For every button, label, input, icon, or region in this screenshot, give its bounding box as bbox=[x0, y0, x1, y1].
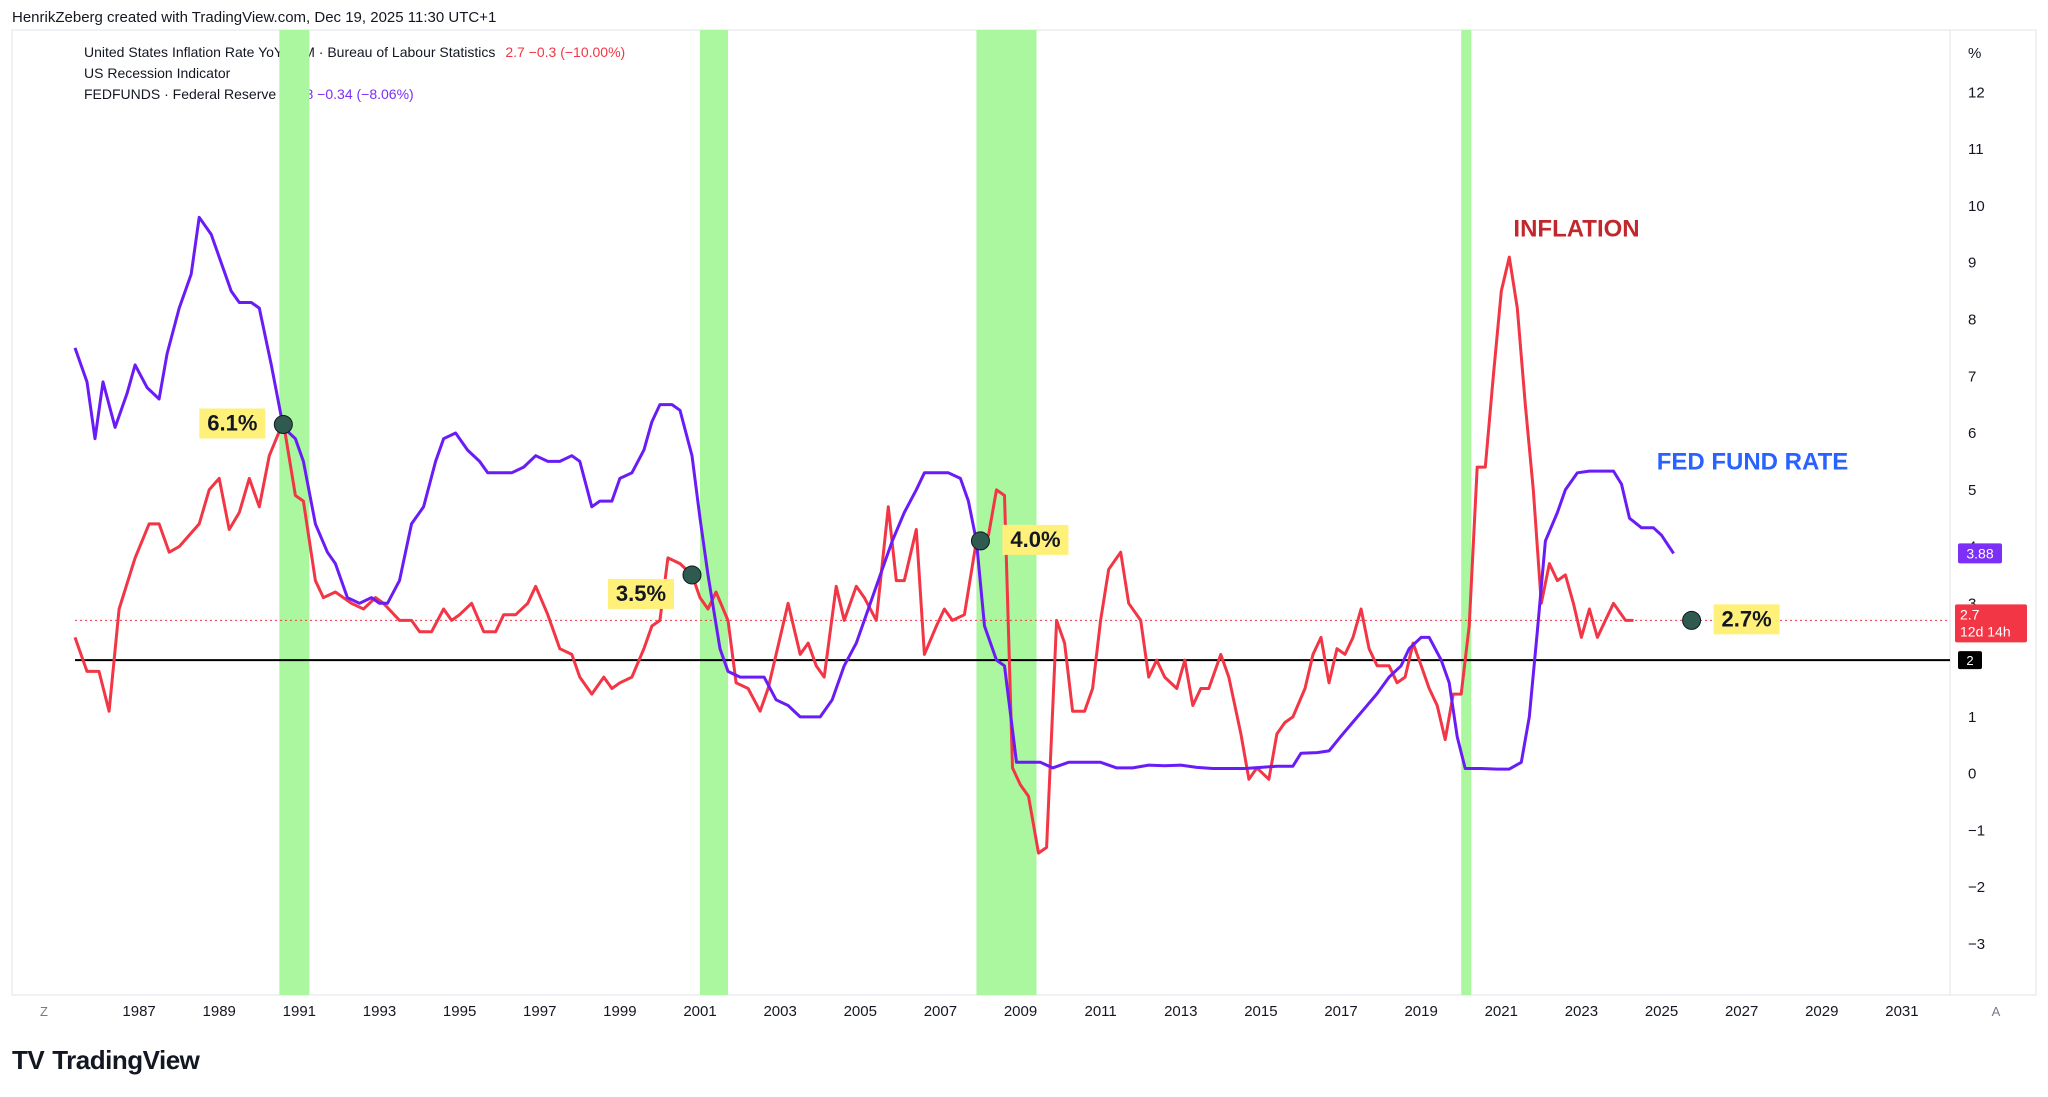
x-tick-label: 2015 bbox=[1244, 1003, 1277, 1020]
reference-line-badge bbox=[1958, 651, 1982, 670]
x-tick-label: 1997 bbox=[523, 1003, 556, 1020]
y-tick-label: 6 bbox=[1968, 425, 1976, 442]
x-tick-label: 2025 bbox=[1645, 1003, 1678, 1020]
legend-fedfunds-name: FEDFUNDS · Federal Reserve bbox=[84, 86, 277, 102]
legend-inflation-values: 2.7 −0.3 (−10.00%) bbox=[505, 44, 626, 60]
chart-canvas[interactable]: −3−2−10123456789101112%19871989199119931… bbox=[0, 0, 2048, 1040]
x-tick-label: 2003 bbox=[763, 1003, 796, 1020]
recession-band-1 bbox=[700, 30, 729, 995]
x-tick-label: 2031 bbox=[1885, 1003, 1918, 1020]
inflation-price-label: 2.7 bbox=[1960, 606, 1980, 622]
reference-line-label: 2 bbox=[1966, 653, 1973, 668]
recession-band-3 bbox=[1461, 30, 1472, 995]
annotation-label-bg bbox=[1713, 604, 1780, 635]
x-tick-label: 2007 bbox=[924, 1003, 957, 1020]
zoom-reset-button: Z bbox=[40, 1004, 48, 1019]
inflation-countdown-label: 12d 14h bbox=[1960, 623, 2011, 639]
x-tick-label: 2021 bbox=[1485, 1003, 1518, 1020]
fedfunds-price-label: 3.88 bbox=[1966, 545, 1993, 561]
x-tick-label: 2027 bbox=[1725, 1003, 1758, 1020]
inflation-price-badge bbox=[1955, 604, 2027, 643]
annotation-label: 6.1% bbox=[207, 411, 257, 436]
y-tick-label: 1 bbox=[1968, 709, 1976, 726]
annotation-label-bg bbox=[199, 408, 266, 439]
fedfunds-line bbox=[73, 215, 1675, 771]
legend-fedfunds-values: 3.88 −0.34 (−8.06%) bbox=[286, 86, 414, 102]
y-tick-label: 12 bbox=[1968, 84, 1985, 101]
x-tick-label: 1987 bbox=[122, 1003, 155, 1020]
x-tick-label: 2005 bbox=[844, 1003, 877, 1020]
annotation-marker bbox=[1682, 610, 1702, 630]
y-tick-label: 8 bbox=[1968, 312, 1976, 329]
legend-fedfunds[interactable]: FEDFUNDS · Federal Reserve 3.88 −0.34 (−… bbox=[84, 84, 625, 105]
x-tick-label: 2019 bbox=[1404, 1003, 1437, 1020]
legend-recession-name: US Recession Indicator bbox=[84, 65, 231, 81]
y-tick-label: 10 bbox=[1968, 198, 1985, 215]
x-tick-label: 1993 bbox=[363, 1003, 396, 1020]
annotation-label: 2.7% bbox=[1722, 606, 1772, 631]
annotation-marker bbox=[273, 415, 293, 435]
inflation-title-label: INFLATION bbox=[1513, 216, 1639, 243]
tradingview-logo-icon: TV bbox=[12, 1045, 45, 1075]
y-tick-label: 11 bbox=[1968, 141, 1984, 158]
x-tick-label: 2001 bbox=[683, 1003, 716, 1020]
x-tick-label: 1989 bbox=[203, 1003, 236, 1020]
fedfunds-price-badge bbox=[1958, 543, 2002, 564]
x-tick-label: 1995 bbox=[443, 1003, 476, 1020]
y-tick-label: 0 bbox=[1968, 766, 1976, 783]
annotation-label-bg bbox=[1002, 524, 1069, 555]
x-tick-label: 2011 bbox=[1085, 1003, 1117, 1020]
x-tick-label: 1991 bbox=[283, 1003, 316, 1020]
y-tick-label: −3 bbox=[1968, 936, 1985, 953]
y-tick-label: 9 bbox=[1968, 255, 1976, 272]
annotation-label: 4.0% bbox=[1010, 527, 1060, 552]
x-tick-label: 2017 bbox=[1324, 1003, 1357, 1020]
y-tick-label: 3 bbox=[1968, 595, 1976, 612]
x-tick-label: 2029 bbox=[1805, 1003, 1838, 1020]
annotation-label-bg bbox=[607, 578, 674, 609]
attribution-header: HenrikZeberg created with TradingView.co… bbox=[12, 9, 497, 26]
y-tick-label: −2 bbox=[1968, 879, 1985, 896]
x-tick-label: 2023 bbox=[1565, 1003, 1598, 1020]
annotation-marker bbox=[682, 565, 702, 585]
tradingview-brand[interactable]: TV TradingView bbox=[12, 1045, 200, 1076]
y-tick-label: 5 bbox=[1968, 482, 1976, 499]
y-tick-label: 7 bbox=[1968, 368, 1976, 385]
legend-recession[interactable]: US Recession Indicator bbox=[84, 63, 625, 84]
auto-scale-button: A bbox=[1992, 1004, 2001, 1019]
y-tick-label: −1 bbox=[1968, 822, 1985, 839]
annotation-label: 3.5% bbox=[616, 581, 666, 606]
annotation-marker bbox=[970, 531, 990, 551]
x-tick-label: 2009 bbox=[1004, 1003, 1037, 1020]
x-tick-label: 2013 bbox=[1164, 1003, 1197, 1020]
y-axis-unit-label: % bbox=[1968, 45, 1981, 62]
x-tick-label: 1999 bbox=[603, 1003, 636, 1020]
brand-name: TradingView bbox=[52, 1045, 200, 1075]
fedfunds-title-label: FED FUND RATE bbox=[1657, 448, 1849, 475]
